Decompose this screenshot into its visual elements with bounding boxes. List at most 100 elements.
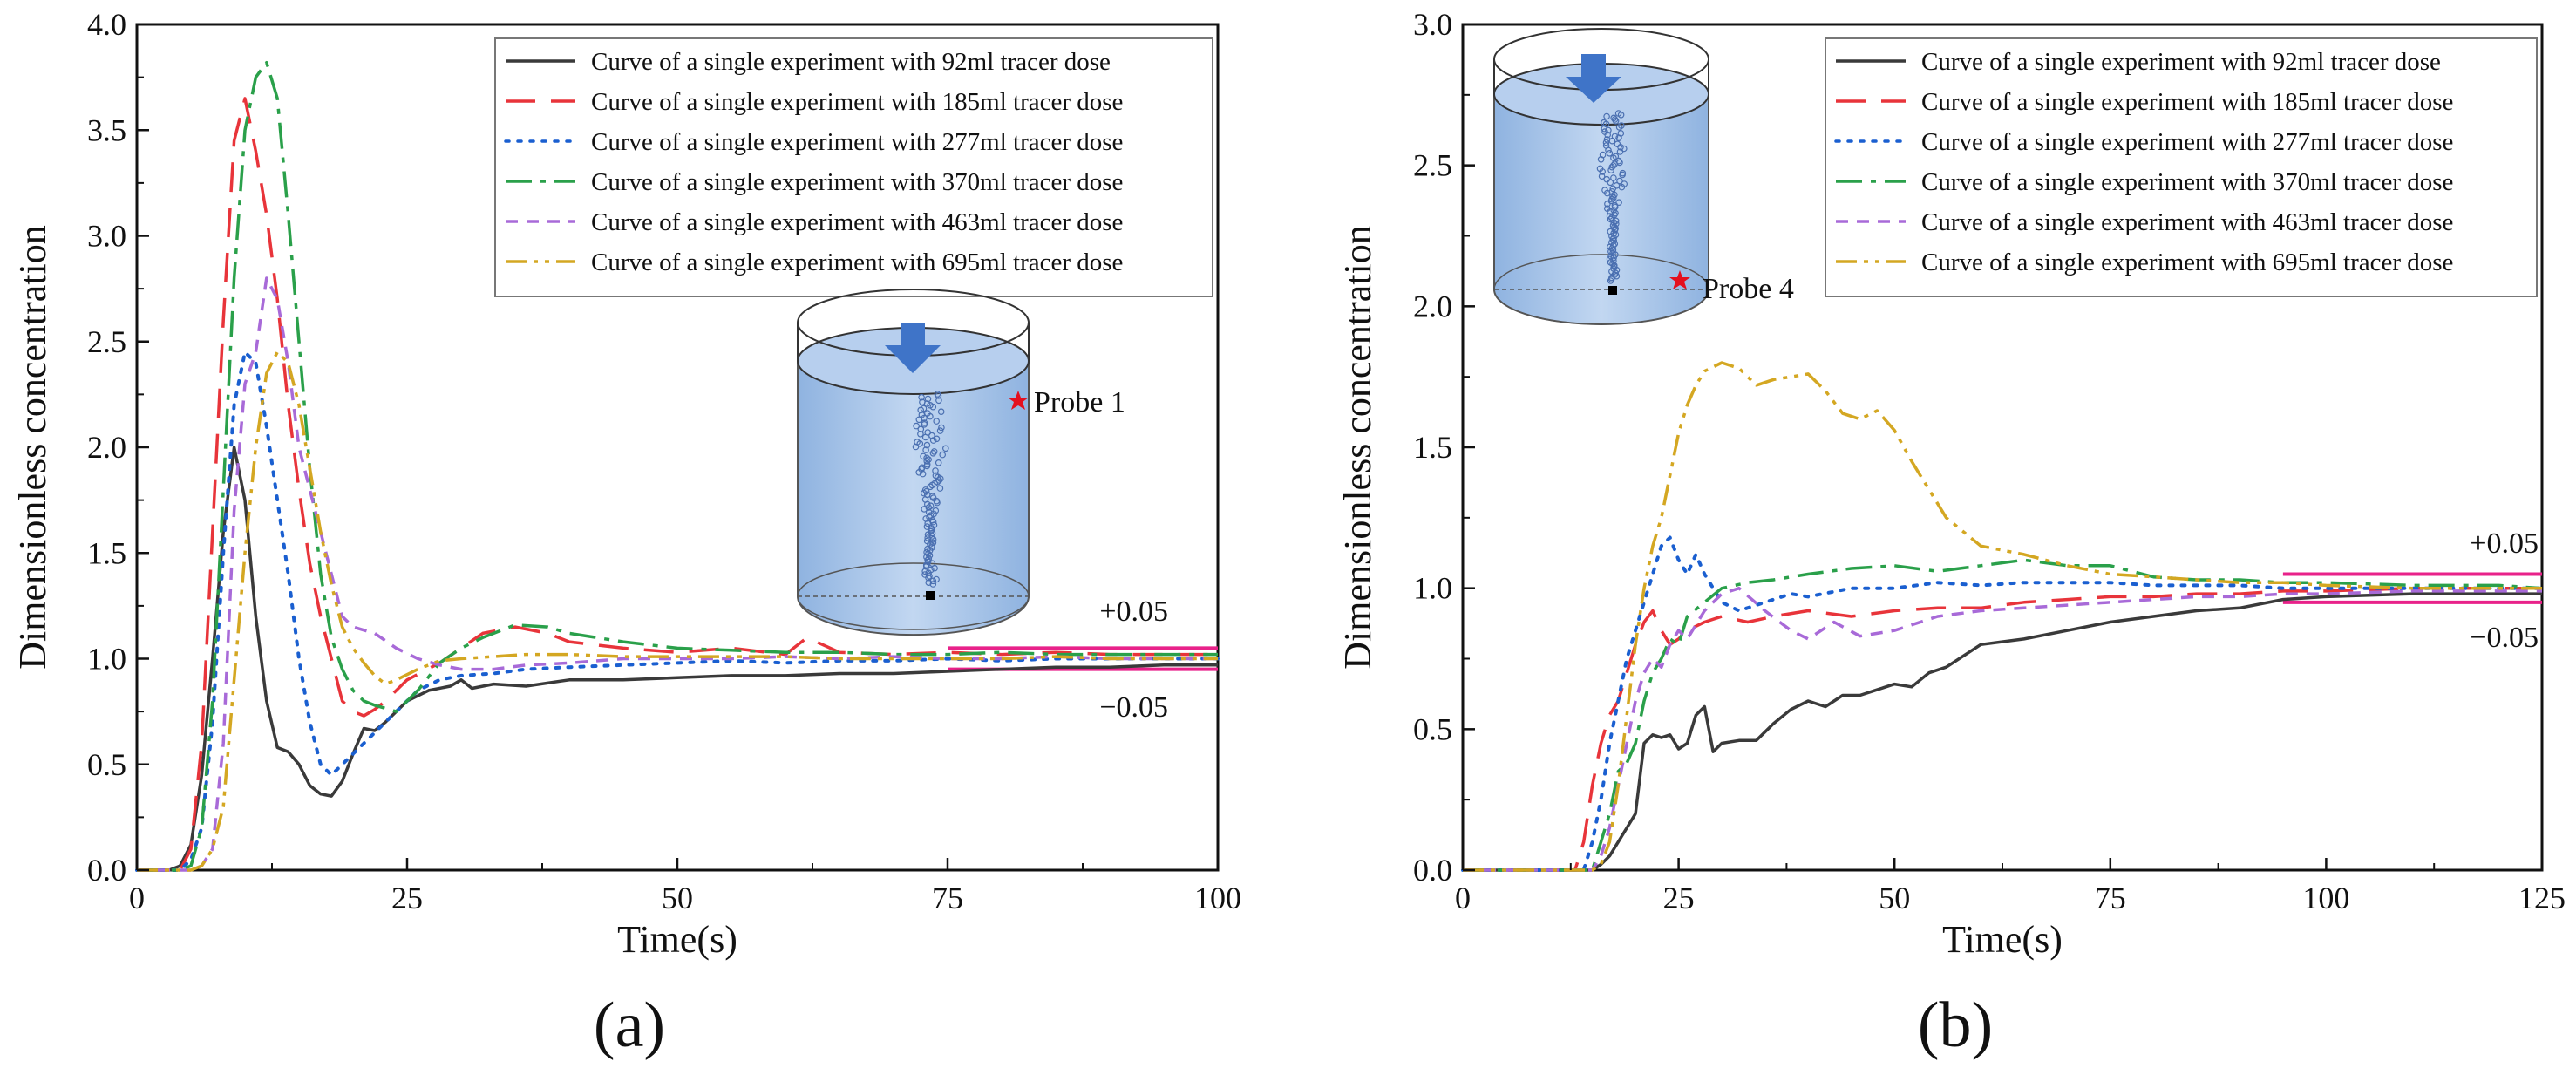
- series-line-s370: [137, 60, 1218, 872]
- bubble: [921, 568, 929, 575]
- bubble: [921, 420, 928, 428]
- bubble: [1615, 199, 1622, 207]
- y-tick-label: 0.0: [1413, 853, 1452, 888]
- x-tick-label: 50: [1879, 881, 1910, 915]
- probe-label-a: Probe 1: [1034, 386, 1125, 418]
- bubble: [929, 403, 937, 411]
- x-tick-label: 100: [2302, 881, 2349, 915]
- series-group-b: [1461, 361, 2544, 872]
- bubble: [925, 550, 932, 558]
- bubble: [924, 395, 932, 403]
- legend-a: Curve of a single experiment with 92ml t…: [494, 37, 1213, 297]
- bubble: [1607, 248, 1614, 255]
- band-lower-label-b: −0.05: [2470, 622, 2539, 654]
- bubble: [937, 408, 945, 416]
- probe-bottom-marker-b: [1608, 286, 1617, 295]
- y-tick-label: 4.0: [87, 7, 126, 42]
- bubble: [942, 445, 949, 452]
- y-tick-label: 3.0: [87, 219, 126, 254]
- series-line-s695: [1463, 361, 2542, 872]
- legend-entry-s185: Curve of a single experiment with 185ml …: [1921, 88, 2453, 116]
- y-tick-label: 2.5: [1413, 148, 1452, 183]
- series-line-s463: [1463, 586, 2542, 872]
- legend-entry-s277: Curve of a single experiment with 277ml …: [1921, 128, 2453, 156]
- bubble: [927, 483, 934, 491]
- bubble: [1609, 185, 1617, 193]
- legend-box-b: [1825, 37, 2538, 297]
- x-tick-label: 50: [662, 881, 693, 915]
- bubble: [928, 533, 935, 540]
- bubble: [1603, 112, 1610, 120]
- bubble: [924, 500, 931, 508]
- bubble-plume-b: [1596, 110, 1628, 284]
- bubble: [915, 468, 923, 476]
- y-tick-label: 1.5: [87, 535, 126, 570]
- tank-inset-a: Probe 1: [797, 289, 1125, 636]
- bubble: [1608, 137, 1616, 145]
- bubble: [936, 427, 944, 434]
- x-axis-title-b: Time(s): [1942, 918, 2063, 961]
- y-tick-label: 1.0: [87, 642, 126, 677]
- legend-entry-s277: Curve of a single experiment with 277ml …: [591, 128, 1123, 156]
- bubble: [1598, 173, 1606, 180]
- bubble: [1608, 163, 1616, 171]
- y-tick-label: 2.5: [87, 324, 126, 359]
- x-tick-label: 25: [1663, 881, 1695, 915]
- series-line-s277: [1461, 535, 2544, 872]
- y-axis-title-a: Dimensionless concentration: [11, 225, 54, 670]
- bubble: [927, 502, 935, 510]
- x-tick-label: 25: [391, 881, 423, 915]
- x-tick-label: 75: [932, 881, 963, 915]
- series-line-s463: [137, 276, 1218, 872]
- bubble: [932, 507, 940, 514]
- bubble: [925, 569, 932, 577]
- bubble: [915, 416, 923, 424]
- bubble: [1604, 201, 1611, 208]
- bubble: [917, 430, 924, 438]
- bubble: [929, 437, 937, 444]
- legend-entry-s695: Curve of a single experiment with 695ml …: [591, 248, 1123, 276]
- bubble: [938, 424, 945, 432]
- bubble: [921, 506, 928, 513]
- bubble: [916, 439, 924, 447]
- bubble: [934, 499, 941, 507]
- bubble: [1618, 183, 1626, 191]
- bubble: [928, 481, 936, 489]
- bubble: [935, 397, 942, 405]
- bubble: [933, 575, 940, 583]
- bubble: [1607, 179, 1614, 187]
- series-line-s185: [1463, 586, 2542, 872]
- probe-bottom-marker-a: [926, 591, 935, 600]
- legend-entry-s185: Curve of a single experiment with 185ml …: [591, 88, 1123, 116]
- bubble: [932, 467, 939, 474]
- arrow-down-icon: [885, 323, 941, 373]
- bubble: [917, 425, 925, 433]
- bubble: [1607, 228, 1614, 235]
- legend-entry-s370: Curve of a single experiment with 370ml …: [1921, 168, 2453, 196]
- y-tick-label: 1.5: [1413, 430, 1452, 465]
- y-tick-label: 0.5: [87, 747, 126, 782]
- series-group-a: [135, 60, 1220, 872]
- x-tick-label: 75: [2095, 881, 2126, 915]
- probe-star-icon: [1669, 270, 1690, 289]
- series-line-s370: [1463, 558, 2543, 872]
- legend-box-a: [494, 37, 1213, 297]
- bubble: [935, 477, 943, 484]
- legend-entry-s92: Curve of a single experiment with 92ml t…: [591, 48, 1111, 76]
- bubble: [1610, 174, 1617, 181]
- x-tick-label: 125: [2518, 881, 2566, 915]
- probe-star-icon: [1008, 391, 1029, 410]
- bubble: [933, 435, 941, 443]
- bubble: [1616, 148, 1624, 155]
- bubble: [1599, 168, 1607, 175]
- bubble: [920, 452, 927, 460]
- bubble: [928, 529, 936, 537]
- x-tick-label: 0: [1455, 881, 1471, 915]
- y-tick-label: 3.0: [1413, 7, 1452, 42]
- legend-entry-s92: Curve of a single experiment with 92ml t…: [1921, 48, 2441, 76]
- bubble: [1610, 154, 1617, 161]
- axis-ticks-b: 0 25 50 75 100 125 0.0 0.5 1.0 1.5 2.0 2.5 3.0: [1413, 7, 2566, 915]
- bubble: [929, 535, 937, 543]
- y-tick-label: 3.5: [87, 112, 126, 147]
- bubble: [925, 456, 932, 463]
